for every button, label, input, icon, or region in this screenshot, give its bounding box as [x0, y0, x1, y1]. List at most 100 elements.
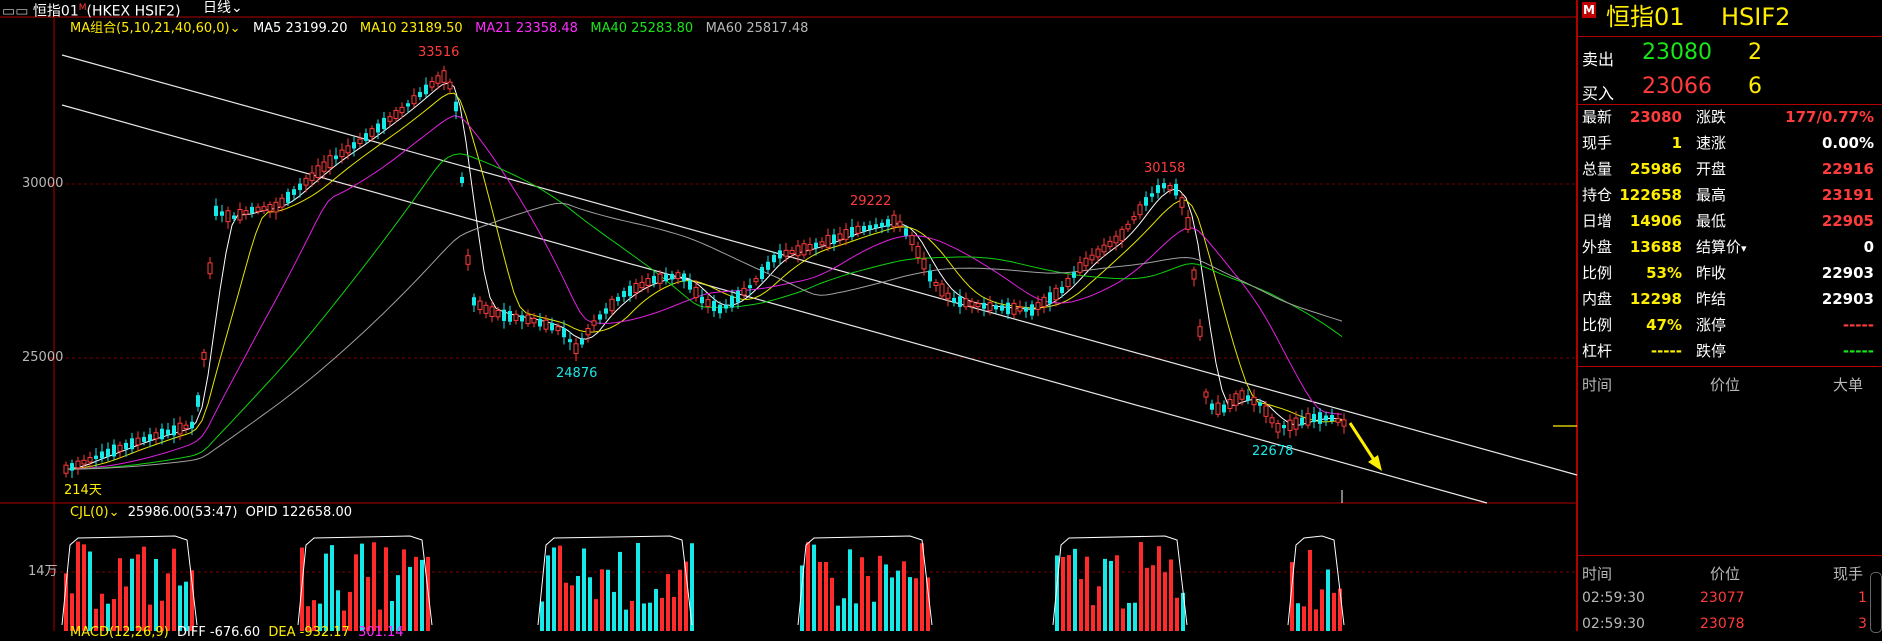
quote-field-label: 昨结	[1696, 290, 1727, 308]
instrument-header[interactable]: ▭▭ 恒指01M(HKEX HSIF2)	[2, 0, 181, 20]
volume-bar	[926, 577, 930, 631]
annotation-low: 24876	[556, 366, 598, 381]
candle	[183, 424, 189, 429]
sell-qty: 2	[1748, 40, 1762, 65]
quote-field-label: 持仓	[1582, 186, 1613, 204]
open-interest-line	[61, 535, 198, 626]
volume-value: 25986.00(53:47)	[127, 505, 238, 520]
candle	[855, 225, 861, 234]
volume-bar	[890, 577, 894, 631]
candle	[825, 234, 831, 248]
instrument-sup: M	[78, 3, 87, 13]
quote-field-label: 现手	[1582, 134, 1613, 152]
candle	[832, 234, 836, 244]
candle	[1263, 405, 1269, 417]
volume-bar	[914, 578, 918, 631]
candle	[987, 302, 993, 311]
ma-combo-selector[interactable]: MA组合(5,10,21,40,60,0)	[70, 21, 230, 36]
candle	[741, 287, 747, 296]
quote-field-label: 最新	[1582, 108, 1613, 126]
chevron-down-icon[interactable]: ▾	[1741, 242, 1747, 255]
candle	[945, 292, 951, 300]
volume-bar	[318, 603, 322, 631]
volume-bar	[806, 542, 810, 631]
candle	[1131, 216, 1137, 221]
candle	[406, 103, 410, 107]
candle	[81, 459, 87, 465]
chevron-down-icon[interactable]: ⌄	[108, 505, 120, 520]
open-interest-line	[297, 535, 433, 626]
tape1-header-time: 时间	[1582, 376, 1613, 394]
quote-field-label: 比例	[1582, 264, 1613, 282]
market-badge: M	[1582, 2, 1596, 18]
candle	[693, 286, 699, 299]
quote-field-label: 涨停	[1696, 316, 1727, 334]
candle	[153, 432, 159, 440]
candle	[795, 245, 801, 257]
candle	[675, 272, 681, 280]
candle	[682, 273, 686, 282]
candle	[639, 281, 645, 289]
tape-scrollbar[interactable]	[1870, 572, 1882, 633]
candle	[1203, 391, 1209, 398]
candle	[1287, 419, 1293, 432]
candle	[1162, 183, 1166, 189]
tick-time: 02:59:30	[1582, 590, 1645, 606]
candle	[214, 205, 218, 216]
volume-bar	[546, 555, 550, 631]
candle	[130, 438, 134, 450]
quote-field-value: -----	[1842, 316, 1874, 334]
candle	[70, 463, 74, 471]
tick-price: 23077	[1700, 590, 1745, 606]
candle	[814, 242, 818, 248]
candle	[1006, 302, 1010, 315]
volume-indicator-selector[interactable]: CJL(0)	[70, 505, 109, 520]
candle	[502, 309, 506, 321]
candle	[994, 305, 998, 310]
volume-bar	[360, 543, 364, 631]
candle	[1113, 235, 1119, 244]
ma40-line	[64, 153, 1343, 470]
volume-bar	[148, 604, 152, 631]
volume-bar	[1121, 608, 1125, 631]
candle	[220, 211, 224, 216]
tape1-header-price: 价位	[1710, 376, 1741, 394]
candle	[1222, 404, 1226, 413]
tick-qty: 1	[1858, 590, 1867, 606]
candle	[447, 81, 453, 90]
buy-qty: 6	[1748, 74, 1762, 99]
candle	[897, 221, 903, 227]
candle	[1305, 413, 1311, 426]
volume-bar	[1061, 556, 1065, 631]
candle	[904, 228, 908, 236]
candle	[1119, 228, 1125, 242]
chevron-down-icon[interactable]: ⌄	[229, 21, 241, 36]
candle	[616, 296, 620, 302]
macd-diff: DIFF -676.60	[177, 625, 261, 640]
candle	[1251, 396, 1257, 406]
macd-indicator-selector[interactable]: MACD(12,26,9)	[70, 625, 169, 640]
quote-panel: M 恒指01 HSIF2 卖出 23080 2 买入 23066 6 最新 230…	[1578, 0, 1882, 633]
volume-bar	[582, 548, 586, 631]
candle	[604, 308, 608, 314]
volume-bar	[130, 558, 134, 631]
volume-bar	[414, 556, 418, 631]
ma-legend: MA组合(5,10,21,40,60,0)⌄ MA5 23199.20 MA10…	[70, 21, 808, 37]
menu-icon[interactable]: ▭▭	[2, 3, 29, 20]
candle	[963, 298, 969, 308]
candle	[730, 295, 734, 308]
kline-chart[interactable]	[0, 0, 1578, 631]
period-selector[interactable]: 日线⌄	[203, 0, 243, 16]
candle	[94, 455, 98, 460]
ma5-value: MA5 23199.20	[252, 21, 348, 36]
volume-bar	[70, 593, 74, 631]
volume-bar	[172, 548, 176, 631]
candle	[387, 116, 393, 122]
candle	[1011, 302, 1017, 315]
volume-bar	[82, 544, 86, 631]
quote-field-value: 25986	[1629, 160, 1682, 178]
candle	[915, 246, 921, 258]
volume-bar	[920, 543, 924, 631]
candle	[172, 425, 176, 436]
ma21-value: MA21 23358.48	[475, 21, 578, 36]
